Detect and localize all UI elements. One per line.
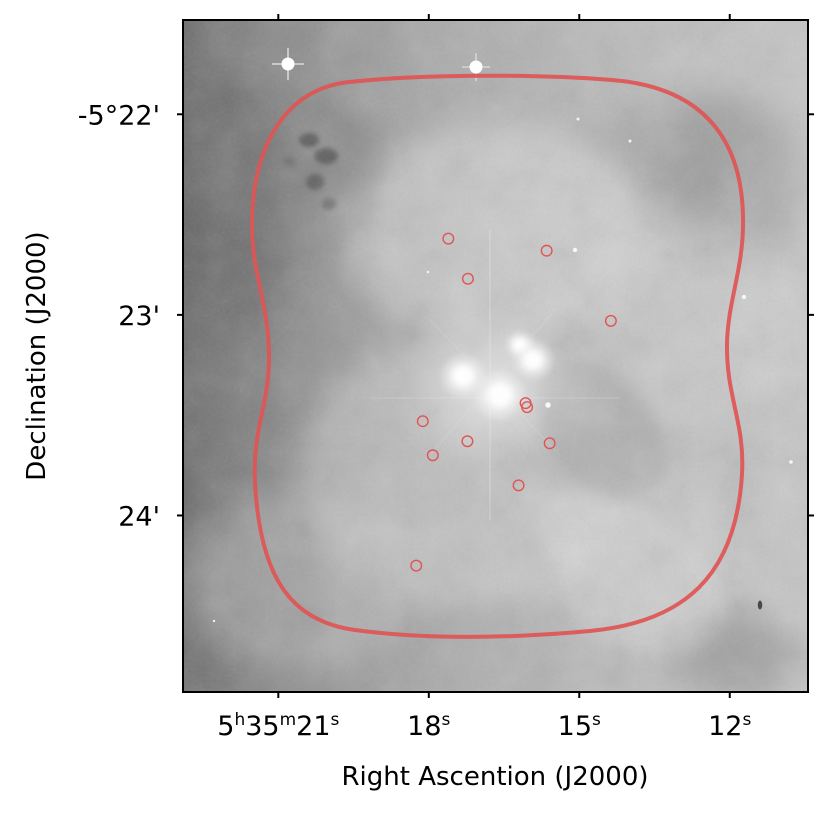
x-ticks-layer: 5h35m21s 18s 15s 12s (217, 14, 751, 742)
y-tick-label-3: 24' (118, 501, 160, 532)
y-axis-title: Declination (J2000) (22, 231, 52, 480)
y-ticks-layer: -5°22' 23' 24' (78, 100, 814, 532)
bright-stars (212, 48, 793, 623)
points-layer (410, 232, 617, 572)
source-marker-2 (540, 244, 553, 257)
x-tick-label-4: 12s (708, 710, 751, 742)
y-tick-label-2: 23' (118, 301, 160, 332)
coverage-contour (249, 73, 746, 639)
source-marker-3 (461, 272, 474, 285)
source-marker-12 (410, 559, 423, 572)
plot-frame (182, 19, 809, 693)
plot-area (183, 20, 808, 692)
x-axis-title: Right Ascention (J2000) (341, 762, 648, 792)
x-tick-label-1: 5h35m21s (217, 710, 339, 742)
x-tick-label-3: 15s (558, 710, 601, 742)
source-marker-7 (416, 415, 429, 428)
source-marker-4 (604, 314, 617, 327)
y-tick-label-1: -5°22' (78, 100, 160, 131)
source-marker-1 (442, 232, 455, 245)
x-tick-label-2: 18s (407, 710, 450, 742)
source-marker-6 (521, 401, 534, 414)
source-marker-8 (461, 435, 474, 448)
source-marker-10 (426, 449, 439, 462)
source-marker-11 (512, 479, 525, 492)
source-marker-9 (543, 437, 556, 450)
